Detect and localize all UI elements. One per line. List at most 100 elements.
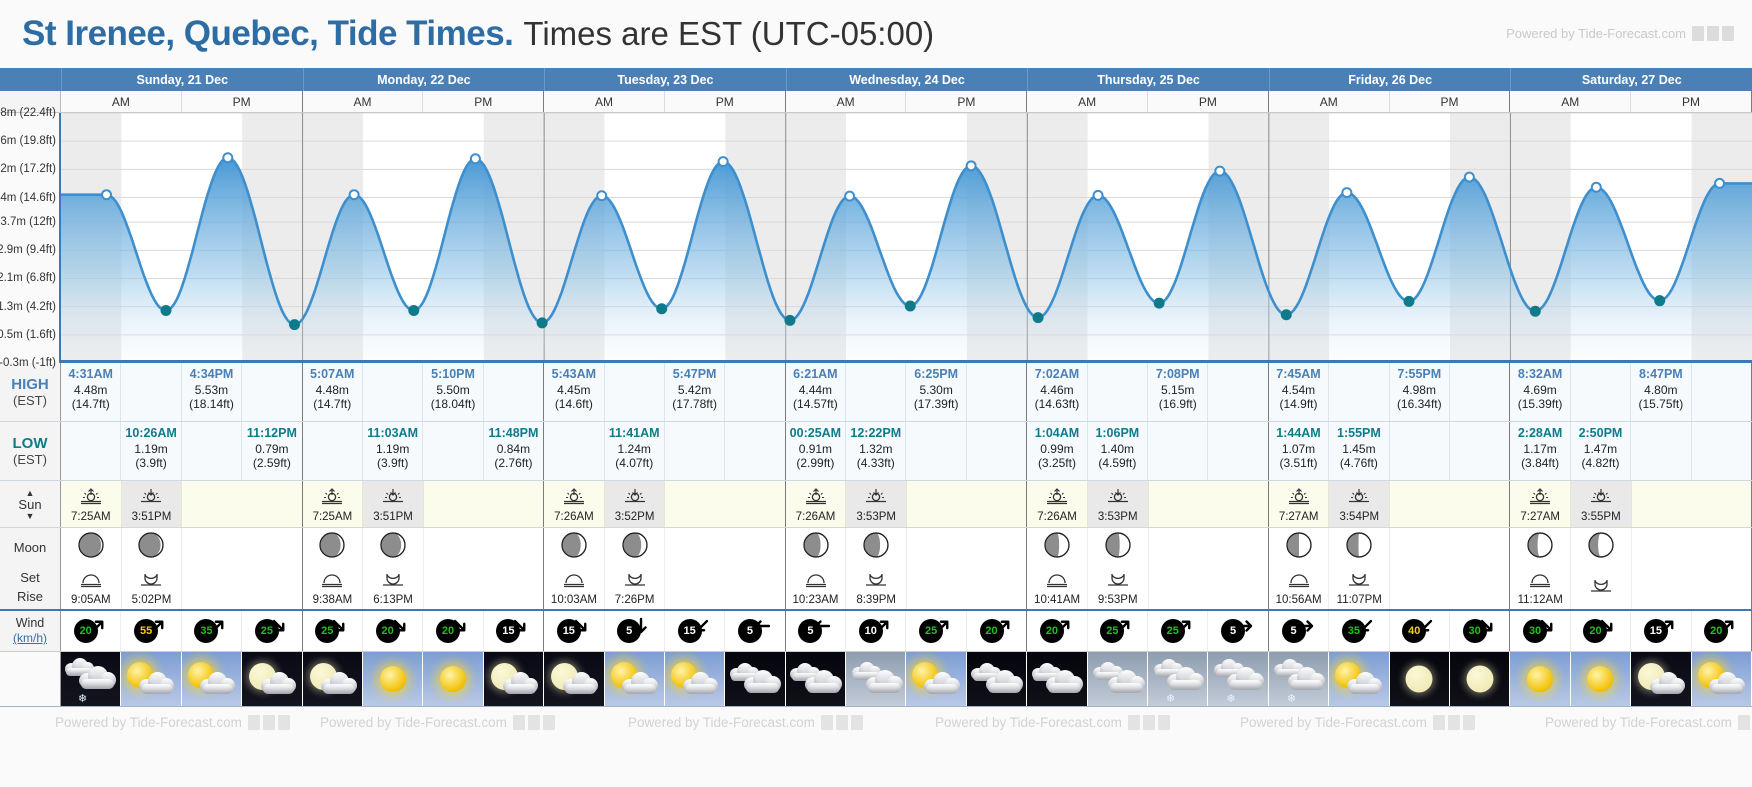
powered-by-footer-5: Powered by Tide-Forecast.com [1545,715,1752,730]
tide-low-marker-7[interactable] [536,317,548,329]
tide-high-marker-26[interactable] [1714,177,1726,189]
wind-speed-20: 5 [1281,619,1306,643]
wind-cell-26[interactable]: 15 [1631,611,1692,651]
high_tides-feet-22: (16.34ft) [1396,397,1442,412]
tide-high-marker-22[interactable] [1463,171,1475,183]
wind-badge-17: 25 [1100,616,1134,646]
moon-setrise-blank-cell-2 [665,566,786,609]
tide-high-marker-2[interactable] [222,152,234,164]
tide-low-marker-3[interactable] [289,319,301,331]
wind-badge-14: 25 [919,616,953,646]
high_tides-meters-20: 4.54m [1281,382,1316,397]
weather-cell-17 [1087,652,1149,706]
wind-cell-8[interactable]: 15 [544,611,605,651]
wind-cell-14[interactable]: 25 [906,611,967,651]
moon-phase-icon [77,531,105,564]
y-axis-tick-8: 0.5m (1.6ft) [0,328,56,341]
sunset-time-6: 3:55PM [1581,511,1621,523]
low_tides-feet-24: (3.84ft) [1521,456,1560,471]
moon-rise-cell-3: 8:39PM [846,566,907,609]
tide-low-marker-17[interactable] [1153,297,1165,309]
wind-direction-arrow-icon-2 [209,617,227,640]
moon-label-text: Moon [13,539,47,555]
tide-low-marker-9[interactable] [656,303,668,315]
wind-cell-22[interactable]: 40 [1390,611,1450,651]
tide-high-marker-14[interactable] [965,160,977,172]
wind-cell-15[interactable]: 20 [967,611,1028,651]
cloud-icon [681,670,719,694]
wind-cell-10[interactable]: 15 [665,611,726,651]
low_tides-cell-22 [1389,422,1450,480]
wind-cell-9[interactable]: 5 [605,611,665,651]
tide-high-marker-16[interactable] [1092,189,1104,201]
tide-high-marker-6[interactable] [469,153,481,165]
tide-low-marker-15[interactable] [1032,312,1044,324]
wind-cell-0[interactable]: 20 [61,611,122,651]
tide-high-marker-10[interactable] [717,156,729,168]
wind-direction-arrow-icon-1 [149,617,167,640]
moon-set-time-3: 10:23AM [792,593,839,606]
wind-direction-arrow-icon-20 [1297,617,1315,640]
cloud-icon [1345,670,1383,694]
tide-high-marker-18[interactable] [1214,165,1226,177]
tide-low-marker-21[interactable] [1403,295,1415,307]
wind-unit-link[interactable]: (km/h) [13,631,47,646]
wind-cell-5[interactable]: 20 [363,611,424,651]
wind-cell-19[interactable]: 5 [1208,611,1269,651]
cloud-icon [728,661,760,681]
low_tides-feet-21: (4.76ft) [1339,456,1378,471]
wind-cell-17[interactable]: 25 [1088,611,1149,651]
weather-cell-16 [1027,652,1088,706]
low-tide-row: LOW (EST) 10:26AM 1.19m (3.9ft) 11:12PM 0.79… [0,422,1752,481]
sun-blank-cell-2 [665,481,786,527]
high_tides-cell-14: 6:25PM 5.30m (17.39ft) [906,363,967,421]
tide-low-marker-5[interactable] [408,305,420,317]
high_tides-meters-4: 4.48m [315,382,349,397]
sunset-icon [864,485,888,510]
wind-cell-13[interactable]: 10 [846,611,907,651]
wind-cell-16[interactable]: 20 [1027,611,1088,651]
tide-low-marker-11[interactable] [784,314,796,326]
sunset-cell-4: 3:53PM [1087,481,1149,527]
wind-cell-4[interactable]: 25 [303,611,363,651]
tide-high-marker-4[interactable] [348,189,360,201]
wind-cell-18[interactable]: 25 [1148,611,1209,651]
y-axis-tick-7: 1.3m (4.2ft) [0,300,56,313]
wind-cell-11[interactable]: 5 [725,611,786,651]
high_tides-feet-12: (14.57ft) [793,397,838,412]
wind-cell-20[interactable]: 5 [1269,611,1330,651]
low_tides-meters-17: 1.40m [1100,441,1135,456]
tide-high-marker-8[interactable] [596,190,608,202]
tide-low-marker-23[interactable] [1529,305,1541,317]
low_tides-cell-19 [1208,422,1269,480]
tide-low-marker-19[interactable] [1280,309,1292,321]
ampm-spacer [0,91,61,112]
tide-high-marker-20[interactable] [1341,187,1353,199]
y-axis-tick-2: 5.2m (17.2ft) [0,163,56,176]
wind-cell-12[interactable]: 5 [786,611,847,651]
tide-low-marker-13[interactable] [904,300,916,312]
day-header-2: Tuesday, 23 Dec [544,68,786,91]
moon-setrise-blank-cell-5 [1390,566,1511,609]
tide-high-marker-24[interactable] [1590,181,1602,193]
high_tides-meters-22: 4.98m [1402,382,1436,397]
tide-low-marker-25[interactable] [1654,295,1666,307]
wind-cell-6[interactable]: 20 [423,611,484,651]
wind-cell-1[interactable]: 55 [121,611,182,651]
wind-cell-3[interactable]: 25 [242,611,303,651]
wind-cell-27[interactable]: 20 [1692,611,1752,651]
wind-cell-7[interactable]: 15 [484,611,545,651]
wind-row: Wind (km/h) 20 55 35 25 25 20 20 15 15 5 15 5 5 10 25 2… [0,611,1752,652]
wind-cell-24[interactable]: 30 [1510,611,1571,651]
tide-high-marker-12[interactable] [844,190,856,202]
tide-high-marker-0[interactable] [100,189,112,201]
wind-cell-23[interactable]: 30 [1450,611,1511,651]
wind-cell-2[interactable]: 35 [182,611,243,651]
moon-set-cell-5: 10:56AM [1269,566,1330,609]
wind-cell-25[interactable]: 20 [1571,611,1632,651]
low_tides-time-20: 1:44AM [1276,426,1321,440]
ampm-cell-2-pm: PM [665,91,786,112]
weather-cell-23 [1449,652,1511,706]
wind-cell-21[interactable]: 35 [1329,611,1390,651]
tide-low-marker-1[interactable] [160,305,172,317]
